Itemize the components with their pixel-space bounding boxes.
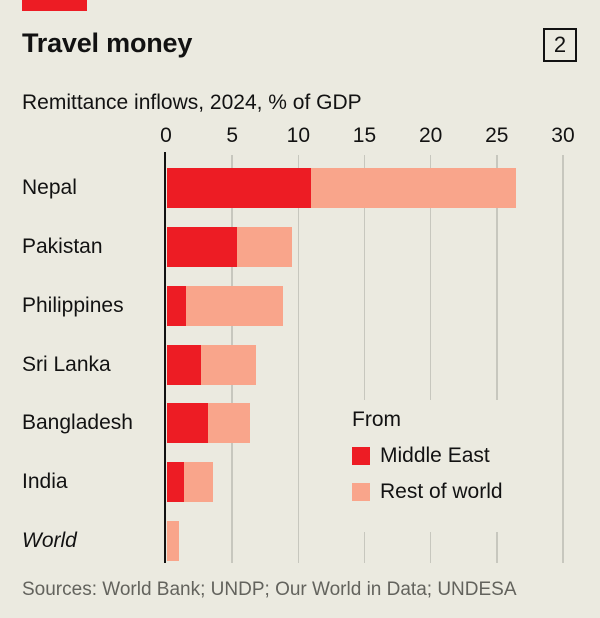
category-label: Nepal	[22, 176, 77, 199]
gridline	[297, 155, 300, 563]
x-axis-tick-label: 0	[160, 124, 172, 147]
x-axis-tick-label: 25	[485, 124, 509, 147]
legend: From Middle East Rest of world	[340, 400, 552, 532]
bar-segment-rest-of-world	[236, 226, 293, 267]
x-axis-tick-label: 10	[286, 124, 311, 147]
legend-item-label: Rest of world	[380, 480, 503, 503]
bar-segment-rest-of-world	[207, 403, 250, 444]
bar-segment-middle-east	[166, 403, 208, 444]
x-axis-tick-label: 30	[551, 124, 575, 147]
category-label: World	[22, 529, 77, 553]
page-title: Travel money	[22, 28, 193, 58]
index-badge: 2	[543, 28, 577, 62]
bar-segment-middle-east	[166, 285, 187, 326]
economist-red-tab	[22, 0, 87, 11]
legend-swatch-rest-of-world-icon	[352, 483, 370, 501]
sources-note: Sources: World Bank; UNDP; Our World in …	[22, 579, 517, 600]
category-label: Sri Lanka	[22, 352, 111, 376]
bar-segment-rest-of-world	[186, 285, 283, 326]
bar-segment-middle-east	[166, 462, 184, 503]
category-label: Pakistan	[22, 234, 103, 258]
bar-segment-rest-of-world	[183, 462, 213, 503]
y-axis-line	[164, 152, 166, 563]
bar-segment-middle-east	[166, 168, 311, 208]
gridline	[562, 155, 564, 563]
legend-swatch-middle-east-icon	[352, 447, 370, 465]
legend-item-rest-of-world: Rest of world	[352, 480, 503, 504]
legend-item-middle-east: Middle East	[352, 444, 490, 468]
x-axis-tick-label: 5	[226, 124, 238, 147]
chart-subtitle: Remittance inflows, 2024, % of GDP	[22, 91, 362, 114]
x-axis-tick-label: 15	[352, 124, 377, 147]
bar-segment-middle-east	[166, 344, 201, 385]
legend-item-label: Middle East	[380, 444, 490, 467]
gridline	[496, 155, 498, 563]
x-axis-tick-label: 20	[418, 124, 443, 147]
category-label: India	[22, 470, 68, 494]
category-label: Philippines	[22, 293, 124, 317]
bar-segment-rest-of-world	[166, 521, 180, 562]
legend-title: From	[352, 408, 401, 431]
bar-segment-rest-of-world	[310, 168, 516, 208]
bar-segment-rest-of-world	[200, 344, 257, 385]
gridline	[363, 155, 366, 563]
category-label: Bangladesh	[22, 411, 133, 435]
gridline	[429, 155, 432, 563]
bar-segment-middle-east	[166, 226, 237, 267]
